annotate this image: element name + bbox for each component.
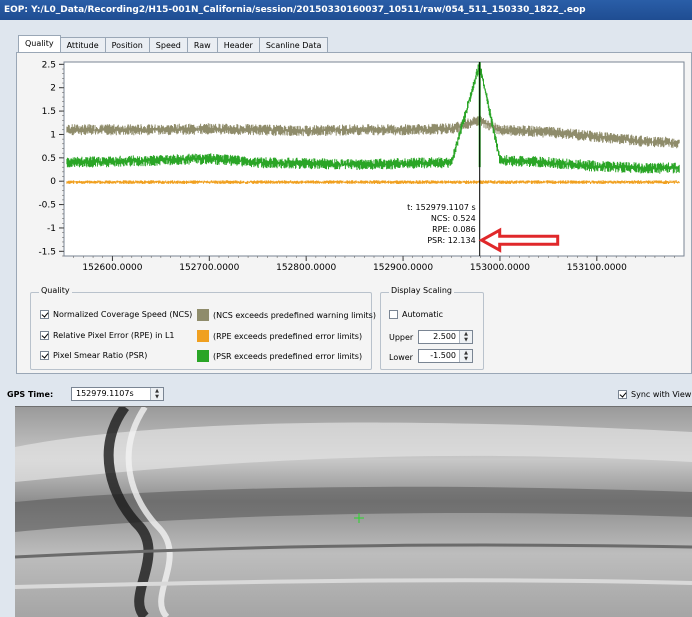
upper-label: Upper — [389, 333, 414, 342]
legend-ncs-swatch — [197, 309, 209, 321]
scan-band — [15, 486, 692, 532]
spin-up-icon[interactable]: ▲ — [464, 331, 468, 337]
gps-time-value[interactable]: 152979.1107s — [76, 389, 134, 398]
checkbox-ncs[interactable]: Normalized Coverage Speed (NCS) — [40, 310, 192, 319]
gps-spin-arrows[interactable]: ▲ ▼ — [150, 388, 163, 400]
scan-line — [15, 578, 692, 589]
tab-raw[interactable]: Raw — [186, 37, 218, 53]
checkbox-automatic[interactable]: Automatic — [389, 310, 443, 319]
y-tick-label: 0.5 — [42, 154, 56, 164]
checkbox-psr-label: Pixel Smear Ratio (PSR) — [53, 351, 148, 360]
lower-spin-arrows[interactable]: ▲ ▼ — [459, 350, 472, 362]
gps-bar: GPS Time: 152979.1107s ▲ ▼ Sync with View — [0, 384, 692, 406]
y-tick-label: -1 — [47, 224, 56, 234]
upper-spin-arrows[interactable]: ▲ ▼ — [459, 331, 472, 343]
y-tick-label: 0 — [50, 177, 56, 187]
checkbox-rpe-box[interactable] — [40, 331, 49, 340]
y-tick-label: 1 — [50, 130, 56, 140]
tab-attitude[interactable]: Attitude — [59, 37, 106, 53]
legend-psr: (PSR exceeds predefined error limits) — [197, 350, 362, 362]
x-tick-label: 153000.0000 — [470, 263, 530, 273]
checkbox-automatic-box[interactable] — [389, 310, 398, 319]
cursor-readout-line: PSR: 12.134 — [427, 236, 475, 245]
scan-road — [125, 407, 173, 617]
checkbox-psr[interactable]: Pixel Smear Ratio (PSR) — [40, 351, 147, 360]
y-tick-label: 2.5 — [42, 60, 56, 70]
legend-psr-label: (PSR exceeds predefined error limits) — [213, 351, 363, 361]
spin-up-icon[interactable]: ▲ — [464, 350, 468, 356]
checkbox-psr-box[interactable] — [40, 351, 49, 360]
x-tick-label: 152700.0000 — [179, 263, 239, 273]
legend-rpe: (RPE exceeds predefined error limits) — [197, 330, 362, 342]
series-psr — [66, 63, 680, 174]
scan-road — [103, 407, 154, 617]
x-tick-label: 152600.0000 — [82, 263, 142, 273]
scan-band — [15, 422, 692, 482]
y-tick-label: -0.5 — [38, 201, 56, 211]
quality-chart[interactable]: 2.5 2 1.5 1 0.5 0 -0.5 -1 -1.5 152600.0000 152700.… — [16, 56, 692, 276]
spin-down-icon[interactable]: ▼ — [464, 356, 468, 362]
display-scaling-title: Display Scaling — [389, 286, 455, 295]
legend-psr-swatch — [197, 350, 209, 362]
upper-spinbox[interactable]: 2.500 ▲ ▼ — [418, 330, 473, 344]
scan-image — [15, 407, 692, 617]
checkbox-ncs-box[interactable] — [40, 310, 49, 319]
scan-image-view[interactable] — [15, 406, 692, 617]
display-scaling-group: Display Scaling Automatic Upper 2.500 ▲ ▼ … — [380, 286, 484, 370]
checkbox-sync-label: Sync with View — [631, 390, 692, 399]
gps-time-label: GPS Time: — [7, 390, 54, 399]
tab-header[interactable]: Header — [216, 37, 260, 53]
tab-quality[interactable]: Quality — [18, 35, 61, 53]
checkbox-sync-box[interactable] — [618, 390, 627, 399]
x-tick-label: 152800.0000 — [276, 263, 336, 273]
lower-spinbox[interactable]: -1.500 ▲ ▼ — [418, 349, 473, 363]
x-tick-label: 152900.0000 — [373, 263, 433, 273]
spin-down-icon[interactable]: ▼ — [464, 337, 468, 343]
window-title: EOP: Y:/L0_Data/Recording2/H15-001N_Cali… — [4, 5, 586, 15]
legend-ncs: (NCS exceeds predefined warning limits) — [197, 309, 376, 321]
checkbox-rpe[interactable]: Relative Pixel Error (RPE) in L1 — [40, 331, 175, 340]
upper-value[interactable]: 2.500 — [433, 332, 456, 341]
tab-speed[interactable]: Speed — [148, 37, 188, 53]
tab-position[interactable]: Position — [104, 37, 150, 53]
y-tick-label: -1.5 — [38, 247, 56, 257]
x-tick-label: 153100.0000 — [567, 263, 627, 273]
checkbox-ncs-label: Normalized Coverage Speed (NCS) — [53, 310, 193, 319]
legend-ncs-label: (NCS exceeds predefined warning limits) — [213, 310, 376, 320]
checkbox-sync-with-view[interactable]: Sync with View — [618, 390, 691, 399]
quality-group: Quality Normalized Coverage Speed (NCS) … — [30, 286, 376, 370]
lower-value[interactable]: -1.500 — [430, 351, 456, 360]
cursor-readout-line: t: 152979.1107 s — [407, 203, 476, 212]
legend-rpe-swatch — [197, 330, 209, 342]
quality-chart-svg[interactable]: 2.5 2 1.5 1 0.5 0 -0.5 -1 -1.5 152600.0000 152700.… — [16, 56, 692, 276]
checkbox-automatic-label: Automatic — [402, 310, 444, 319]
tab-bar: Quality Attitude Position Speed Raw Header Sca… — [18, 35, 329, 53]
spin-up-icon[interactable]: ▲ — [155, 388, 159, 394]
lower-label: Lower — [389, 353, 413, 362]
legend-rpe-label: (RPE exceeds predefined error limits) — [213, 331, 363, 341]
spin-down-icon[interactable]: ▼ — [155, 394, 159, 400]
scan-line — [15, 543, 692, 559]
y-tick-label: 2 — [50, 84, 56, 94]
series-rpe — [66, 180, 680, 184]
cursor-readout-line: RPE: 0.086 — [432, 225, 476, 234]
quality-group-title: Quality — [39, 286, 72, 295]
y-tick-label: 1.5 — [42, 107, 56, 117]
red-arrow-icon — [478, 227, 560, 253]
tab-scanline-data[interactable]: Scanline Data — [258, 37, 329, 53]
cursor-readout-line: NCS: 0.524 — [431, 214, 476, 223]
series-ncs — [66, 115, 680, 149]
gps-time-spinbox[interactable]: 152979.1107s ▲ ▼ — [71, 387, 164, 401]
crosshair-icon — [354, 513, 364, 523]
checkbox-rpe-label: Relative Pixel Error (RPE) in L1 — [53, 331, 175, 340]
window-titlebar: EOP: Y:/L0_Data/Recording2/H15-001N_Cali… — [0, 0, 692, 20]
